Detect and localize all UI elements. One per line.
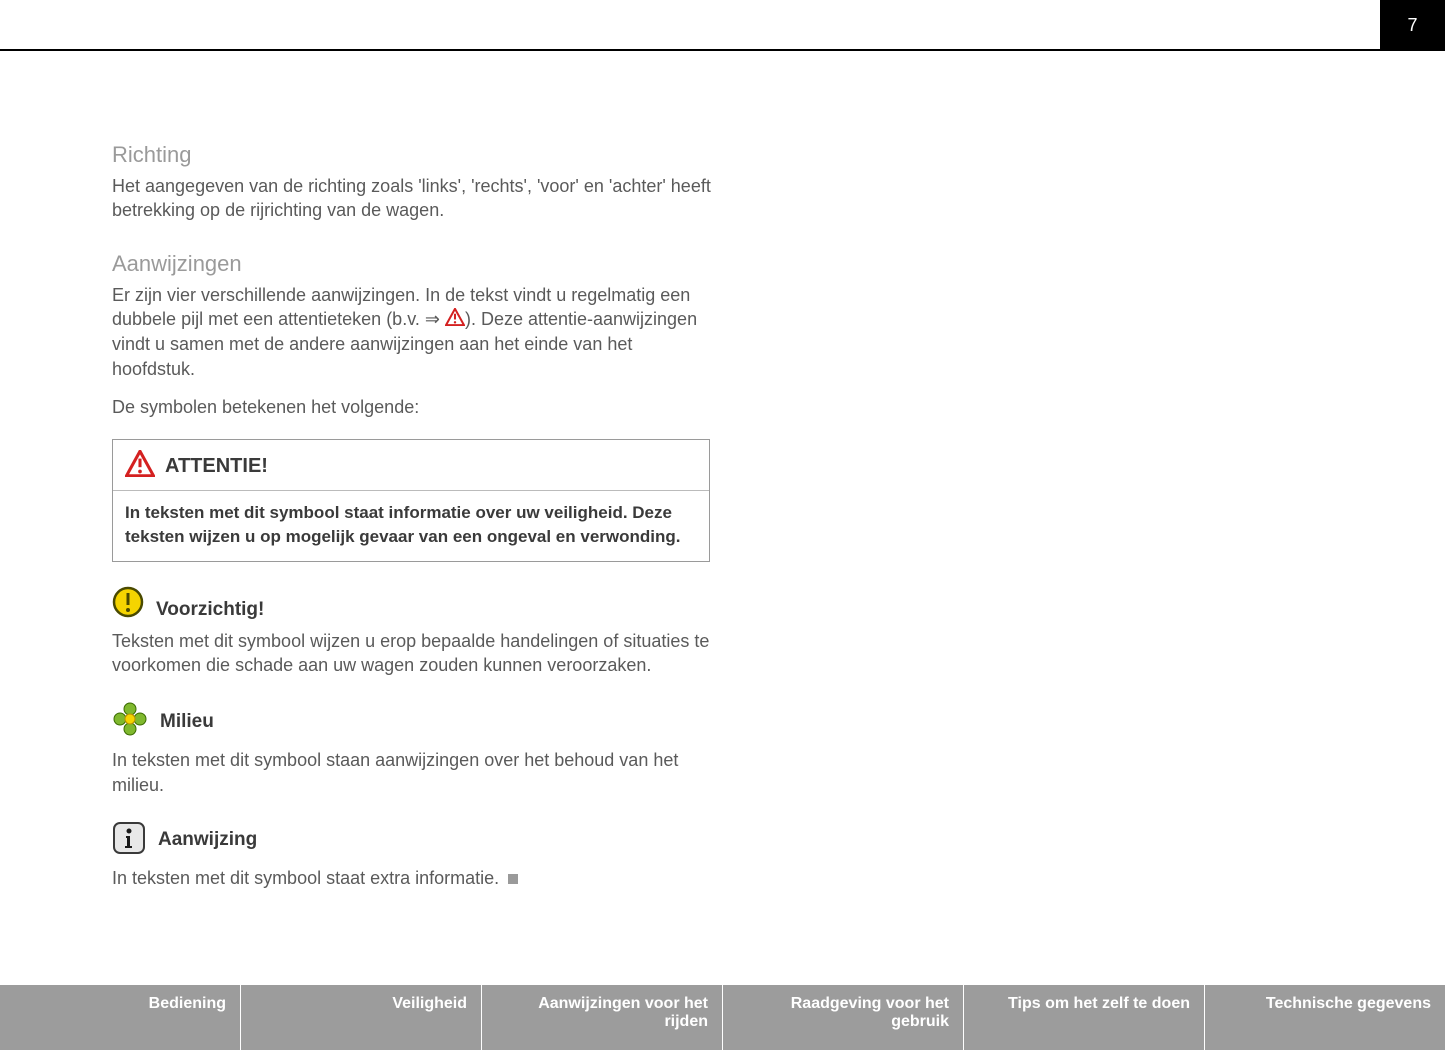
voorzichtig-heading-row: Voorzichtig! [112,586,712,623]
footer-tab-technische[interactable]: Technische gegevens [1205,985,1445,1050]
attentie-title: ATTENTIE! [165,455,268,478]
text-aanwijzing-body: In teksten met dit symbool staat extra i… [112,868,499,888]
warning-triangle-icon [125,450,155,482]
caution-circle-icon [112,586,144,623]
footer-tab-label: Technische gegevens [1266,995,1431,1013]
footer-tab-raadgeving[interactable]: Raadgeving voor het gebruik [723,985,964,1050]
footer-tab-label: Raadgeving voor het gebruik [737,995,949,1031]
page-number-tab: 7 [1380,0,1445,50]
milieu-heading-row: Milieu [112,701,712,742]
footer-tab-aanwijzingen-rijden[interactable]: Aanwijzingen voor het rijden [482,985,723,1050]
aanwijzing-title: Aanwijzing [158,829,257,851]
text-milieu: In teksten met dit symbool staan aanwijz… [112,748,712,797]
text-aanwijzingen-2: De symbolen betekenen het volgende: [112,395,712,419]
page-number: 7 [1407,15,1417,36]
text-aanwijzing: In teksten met dit symbool staat extra i… [112,866,712,890]
heading-aanwijzingen: Aanwijzingen [112,251,712,277]
main-content: Richting Het aangegeven van de richting … [112,60,712,890]
footer-tab-tips[interactable]: Tips om het zelf te doen [964,985,1205,1050]
footer-tab-label: Aanwijzingen voor het rijden [496,995,708,1031]
milieu-title: Milieu [160,711,214,733]
footer-tab-label: Tips om het zelf te doen [1008,995,1190,1013]
footer-tab-label: Veiligheid [392,995,467,1013]
text-richting: Het aangegeven van de richting zoals 'li… [112,174,712,223]
voorzichtig-title: Voorzichtig! [156,599,264,621]
attentie-callout-box: ATTENTIE! In teksten met dit symbool sta… [112,439,710,562]
footer-tab-label: Bediening [149,995,226,1013]
info-icon [112,821,146,860]
heading-richting: Richting [112,142,712,168]
warning-triangle-icon [445,308,465,332]
aanwijzing-heading-row: Aanwijzing [112,821,712,860]
footer-tab-veiligheid[interactable]: Veiligheid [241,985,482,1050]
text-voorzichtig: Teksten met dit symbool wijzen u erop be… [112,629,712,678]
footer-tab-bediening[interactable]: Bediening [0,985,241,1050]
text-aanwijzingen-1: Er zijn vier verschillende aanwijzingen.… [112,283,712,381]
attentie-body: In teksten met dit symbool staat informa… [113,491,709,561]
attentie-header: ATTENTIE! [113,440,709,491]
flower-icon [112,701,148,742]
header-divider [0,49,1445,51]
end-of-section-marker [508,874,518,884]
footer-tabs: Bediening Veiligheid Aanwijzingen voor h… [0,985,1445,1050]
